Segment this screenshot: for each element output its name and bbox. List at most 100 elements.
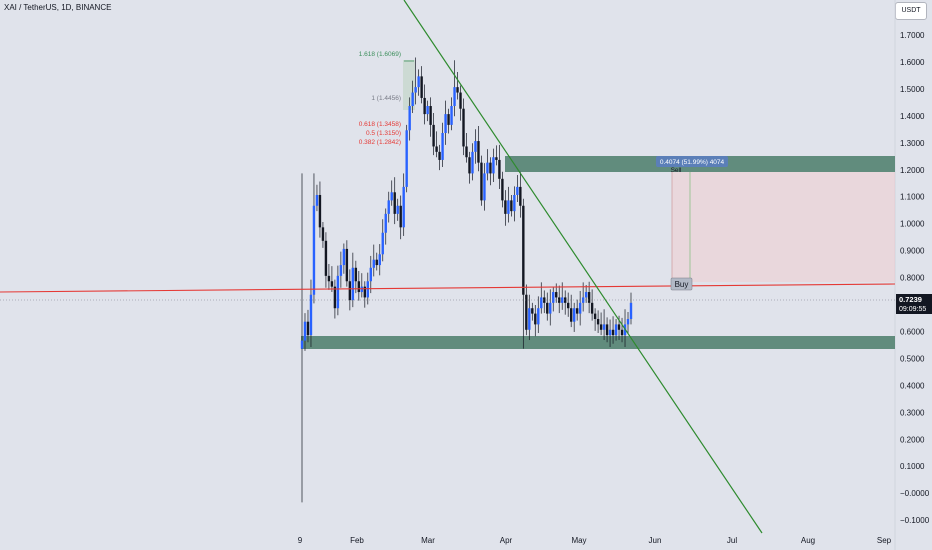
x-tick-label: Mar [421,536,435,545]
candle-body [474,141,477,152]
candle-body [372,259,375,268]
candle-body [525,294,528,330]
candle-body [408,106,411,131]
candle-body [608,329,612,336]
symbol-title: XAI / TetherUS, 1D, BINANCE [4,3,112,12]
candle-body [584,292,588,298]
candle-body [324,240,328,276]
candle-body [471,151,474,174]
candle-body [393,192,396,214]
candle-body [357,281,361,293]
candle-body [447,114,450,125]
candle-body [456,87,459,93]
candle-body [564,297,567,303]
candle-body [354,267,358,282]
candle-body [438,151,441,160]
candle-body [384,213,387,233]
current-price-badge [896,294,932,314]
candle-body [315,194,319,206]
candle-body [620,329,624,336]
candle-body [402,186,405,228]
y-tick-label: 0.2000 [900,435,925,444]
candle-body [480,162,483,201]
candle-body [363,286,367,298]
candle-body [546,302,549,314]
buy-badge[interactable] [670,277,693,291]
fib-label-1618: 1.618 (1.6069) [359,51,401,58]
candle-body [531,308,534,314]
candle-body [522,205,525,295]
support-zone[interactable] [301,336,895,349]
candle-body [602,324,606,330]
candle-body [351,267,355,301]
price-axis[interactable]: 1.7000 1.6000 1.5000 1.4000 1.3000 1.2000 1.10… [900,31,930,525]
y-tick-label: 0.1000 [900,462,925,471]
candle-body [555,292,558,298]
candle-body [561,297,564,303]
candle-body [578,302,582,314]
y-tick-label: 0.8000 [900,274,925,283]
candle-body [411,92,414,107]
candle-body [614,324,618,336]
candle-body [390,192,393,201]
measure-label: 0.4074 (51.99%) 4074 [660,159,725,166]
candle-body [587,292,591,303]
horizontal-support-line[interactable] [0,283,896,293]
candle-body [375,259,378,266]
fib-label-05: 0.5 (1.3150) [366,130,401,137]
candle-body [468,157,471,174]
candle-body [504,200,507,214]
candle-body [605,324,609,336]
candle-body [339,265,343,276]
y-tick-label: 0.6000 [900,327,925,336]
x-tick-label: Aug [801,536,815,545]
y-tick-label: 1.1000 [900,193,925,202]
descending-trendline[interactable] [403,0,763,534]
long-position-target-zone[interactable] [672,172,895,282]
candle-body [611,329,615,336]
candle-body [516,186,519,195]
candle-body [528,308,531,330]
candle-body [489,162,492,174]
candle-body [581,297,585,303]
candle-body [300,340,304,349]
candle-body [309,294,313,336]
y-tick-label: 1.5000 [900,85,925,94]
candle-body [303,321,307,341]
candle-body [321,227,325,241]
y-tick-label: 0.9000 [900,247,925,256]
y-tick-label: 1.4000 [900,112,925,121]
candle-body [381,232,384,255]
candle-body [593,313,597,320]
candle-body [399,205,402,228]
fib-label-0382: 0.382 (1.2842) [359,139,401,146]
candle-body [519,186,522,206]
candle-body [444,114,447,133]
candle-body [348,281,352,301]
buy-label: Buy [675,280,689,289]
sell-label: Sell [671,167,682,174]
candle-body [333,286,337,309]
x-tick-label: Jun [649,536,662,545]
y-tick-label: −0.1000 [900,516,930,525]
candle-body [558,297,561,303]
y-tick-label: 0.3000 [900,408,925,417]
candle-body [306,321,310,336]
x-tick-label: Jul [727,536,737,545]
candle-body [369,267,372,282]
candle-body [501,178,504,201]
x-tick-label: Apr [500,536,513,545]
candle-body [537,308,540,325]
current-price-value: 0.7239 [899,295,922,304]
y-tick-label: 1.7000 [900,31,925,40]
candle-body [575,308,579,314]
candle-body [405,130,408,187]
candle-body [459,92,462,109]
y-tick-label: −0.0000 [900,489,930,498]
candle-body [414,87,417,93]
candle-body [510,200,513,212]
time-axis[interactable]: 9 Feb Mar Apr May Jun Jul Aug Sep [298,536,892,545]
candle-body [572,308,576,322]
candle-body [465,146,468,158]
